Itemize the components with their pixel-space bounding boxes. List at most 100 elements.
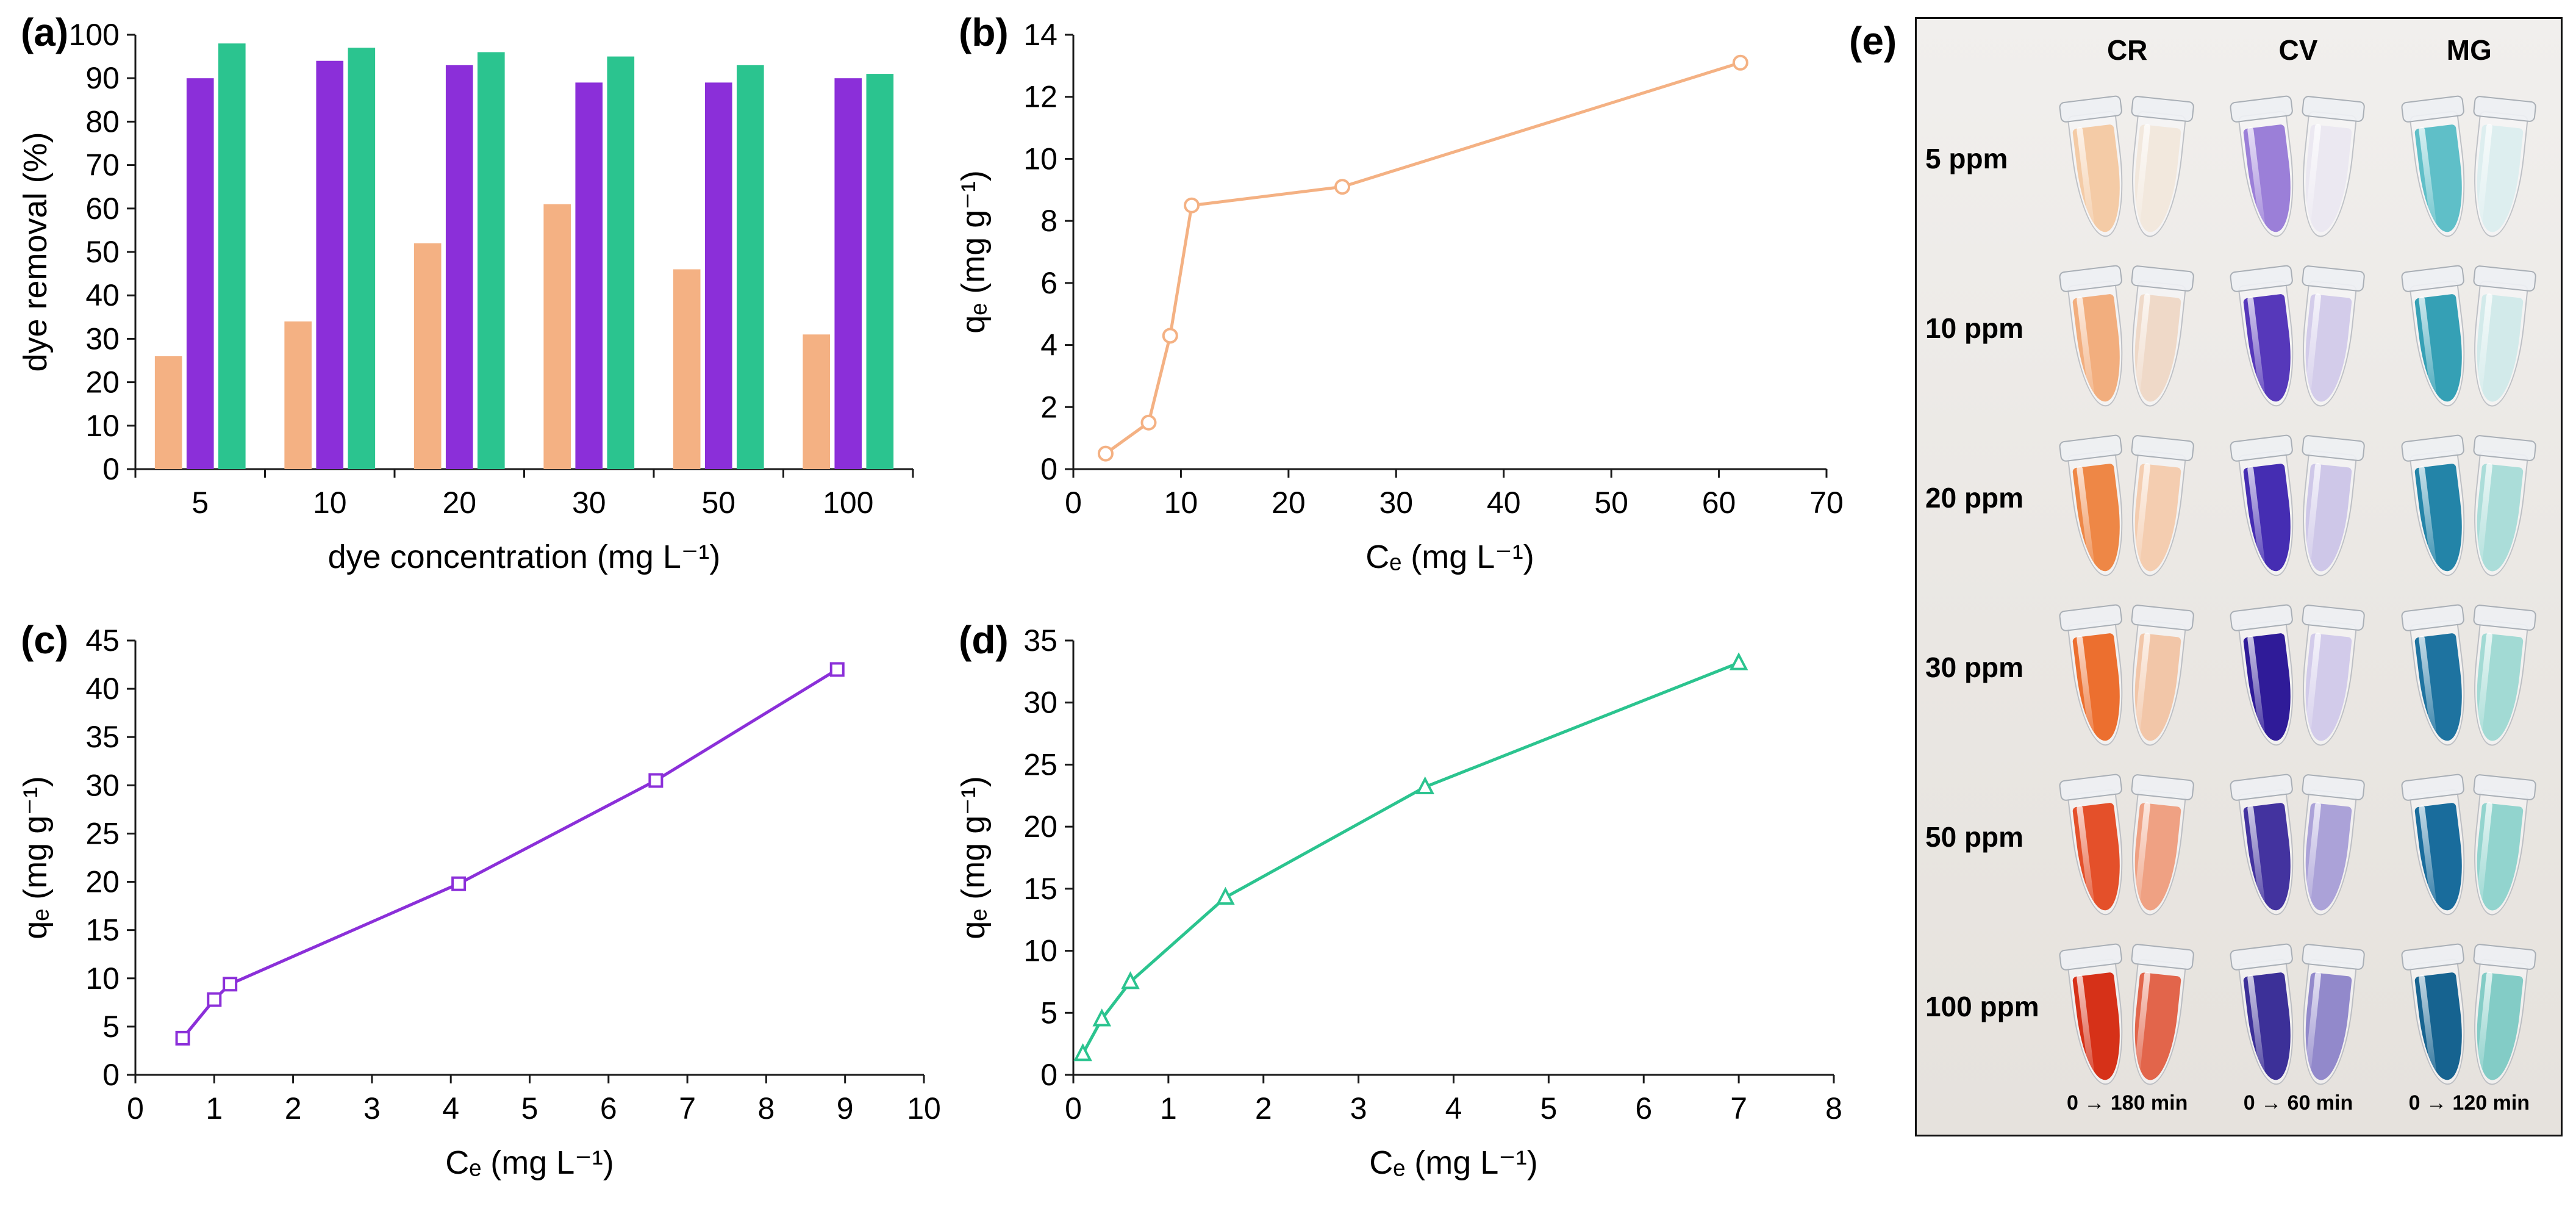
tube-after (2463, 604, 2537, 749)
tube-after (2292, 95, 2366, 240)
tube-pair-photo (2042, 752, 2213, 922)
tube-pair-photo (2213, 752, 2383, 922)
svg-text:30: 30 (1023, 686, 1057, 720)
tube-body (2238, 958, 2302, 1088)
tube-pair-photo (2042, 243, 2213, 413)
dye-column-header: MG (2446, 34, 2492, 66)
dye-column-header: CR (2106, 34, 2148, 66)
svg-text:dye concentration (mg L⁻¹): dye concentration (mg L⁻¹) (328, 539, 721, 575)
svg-text:15: 15 (1023, 872, 1057, 906)
tube-body (2125, 450, 2187, 579)
tube-pair-photo (2042, 74, 2213, 243)
svg-text:0: 0 (102, 1058, 120, 1092)
concentration-row-label: 10 ppm (1925, 312, 2024, 344)
svg-text:6: 6 (600, 1091, 617, 1125)
tube-after (2463, 943, 2537, 1088)
time-range-label: 0 → 180 min (2066, 1091, 2188, 1115)
tube-after (2292, 604, 2366, 749)
svg-text:5: 5 (102, 1010, 120, 1044)
tube-pair-photo (2384, 243, 2555, 413)
tube-body (2409, 279, 2473, 410)
concentration-row-label: 30 ppm (1925, 652, 2024, 683)
svg-text:50: 50 (1594, 486, 1628, 520)
tube-pair-photo (2042, 583, 2213, 752)
svg-text:30: 30 (85, 321, 120, 356)
line-chart-isotherm-cr: Cₑ (mg L⁻¹) qₑ (mg g⁻¹) 0 2 4 6 8 10 12 14 0 10 20 30… (955, 18, 1844, 575)
svg-text:Cₑ (mg L⁻¹): Cₑ (mg L⁻¹) (445, 1144, 614, 1181)
concentration-row-label: 20 ppm (1925, 482, 2024, 514)
bar-chart-dye-removal: dye concentration (mg L⁻¹) dye removal (%… (17, 18, 914, 575)
svg-text:0: 0 (1040, 452, 1057, 486)
tube-pair-photo (2384, 583, 2555, 752)
tube-body (2467, 110, 2529, 240)
tube-after (2292, 774, 2366, 918)
photo-grid-corner (1923, 26, 2042, 74)
tube-body (2409, 958, 2473, 1088)
photo-grid-corner-bottom (1923, 1091, 2042, 1125)
svg-text:0: 0 (127, 1091, 144, 1125)
panel-label-b: (b) (959, 10, 1009, 54)
svg-text:20: 20 (1023, 810, 1057, 844)
panel-label-e: (e) (1849, 19, 1897, 63)
svg-text:30: 30 (85, 768, 120, 802)
tube-pair-photo (2213, 583, 2383, 752)
svg-text:60: 60 (1702, 486, 1736, 520)
svg-text:40: 40 (1487, 486, 1521, 520)
tube-body (2067, 788, 2131, 919)
svg-text:0: 0 (1065, 486, 1082, 520)
svg-text:35: 35 (1023, 623, 1057, 658)
tube-after (2292, 434, 2366, 579)
tube-body (2238, 110, 2302, 240)
tube-body (2467, 789, 2529, 918)
svg-text:5: 5 (1040, 996, 1057, 1030)
tube-pair-photo (2213, 243, 2383, 413)
tube-pair-photo (2042, 413, 2213, 583)
tube-body (2467, 450, 2529, 579)
line-chart-isotherm-cv: Cₑ (mg L⁻¹)qₑ (mg g⁻¹)051015202530354045… (17, 623, 941, 1181)
tube-body (2125, 958, 2187, 1088)
svg-text:9: 9 (837, 1091, 854, 1125)
svg-text:20: 20 (1272, 486, 1306, 520)
concentration-row-label: 5 ppm (1925, 143, 2008, 174)
svg-text:10: 10 (85, 409, 120, 443)
tube-body (2238, 279, 2302, 410)
svg-text:5: 5 (1540, 1091, 1557, 1125)
svg-text:4: 4 (442, 1091, 459, 1125)
svg-text:20: 20 (85, 365, 120, 400)
svg-text:10: 10 (313, 486, 347, 520)
tube-body (2295, 110, 2358, 240)
time-range-label: 0 → 120 min (2408, 1091, 2530, 1115)
tube-body (2238, 619, 2302, 749)
tube-pair-photo (2213, 413, 2383, 583)
panel-label-c: (c) (21, 618, 69, 662)
tube-after (2121, 774, 2195, 918)
svg-text:40: 40 (85, 672, 120, 706)
svg-text:100: 100 (69, 18, 120, 52)
svg-text:45: 45 (85, 623, 120, 658)
svg-text:10: 10 (907, 1091, 941, 1125)
tube-after (2121, 434, 2195, 579)
photo-panel-tubes: CR CV MG 5 ppm 10 ppm 20 ppm 30 ppm 50 ppm 100 p… (1915, 17, 2563, 1136)
tube-pair-photo (2042, 922, 2213, 1091)
tube-body (2295, 280, 2358, 409)
panel-label-a: (a) (21, 10, 69, 54)
tube-body (2295, 450, 2358, 579)
svg-text:2: 2 (1040, 390, 1057, 424)
tube-body (2467, 958, 2529, 1088)
panel-d-line-chart: Cₑ (mg L⁻¹) qₑ (mg g⁻¹) 0 5 10 15 20 25 30 35 0 1 2 3… (951, 613, 1863, 1208)
svg-text:60: 60 (85, 192, 120, 226)
tube-body (2125, 619, 2187, 749)
tube-after (2121, 95, 2195, 240)
svg-text:35: 35 (85, 720, 120, 754)
svg-text:qₑ (mg g⁻¹): qₑ (mg g⁻¹) (17, 776, 54, 939)
tube-after (2292, 943, 2366, 1088)
tube-body (2125, 789, 2187, 918)
svg-text:1: 1 (1160, 1091, 1177, 1125)
svg-text:8: 8 (757, 1091, 775, 1125)
svg-text:30: 30 (1379, 486, 1413, 520)
tube-body (2409, 788, 2473, 919)
svg-text:12: 12 (1023, 80, 1057, 114)
svg-text:70: 70 (1809, 486, 1844, 520)
